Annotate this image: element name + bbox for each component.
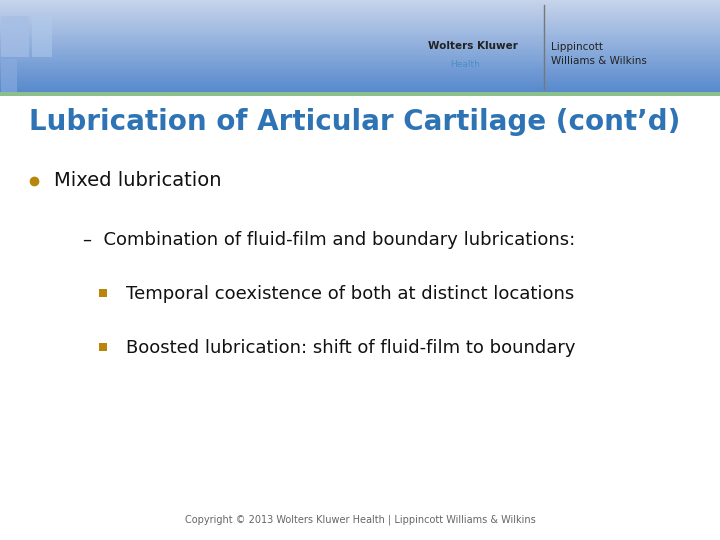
Bar [0, 84, 720, 86]
Bar [0, 74, 720, 76]
Bar [0, 21, 720, 23]
Bar [0, 11, 720, 13]
Bar [0, 67, 720, 69]
Bar [99, 289, 107, 297]
Bar [0, 82, 720, 84]
Bar [0, 24, 720, 26]
Bar [0, 77, 720, 79]
Bar [1, 59, 17, 93]
Bar [0, 56, 720, 58]
Bar [32, 16, 52, 57]
Bar [0, 62, 720, 64]
Bar [0, 47, 720, 49]
Bar [0, 58, 720, 60]
Bar [0, 44, 720, 46]
Bar [0, 5, 720, 7]
Bar [0, 41, 720, 43]
Bar [0, 87, 720, 89]
Bar [0, 35, 720, 37]
Bar [0, 55, 720, 57]
Bar [0, 92, 720, 96]
Bar [0, 37, 720, 39]
Bar [0, 25, 720, 27]
Bar [0, 16, 720, 18]
Bar [0, 30, 720, 32]
Bar [0, 81, 720, 83]
Bar [0, 36, 720, 38]
Bar [0, 64, 720, 66]
Text: Copyright © 2013 Wolters Kluwer Health | Lippincott Williams & Wilkins: Copyright © 2013 Wolters Kluwer Health |… [184, 514, 536, 525]
Text: Mixed lubrication: Mixed lubrication [54, 171, 222, 191]
Bar [0, 50, 720, 52]
Text: Lippincott
Williams & Wilkins: Lippincott Williams & Wilkins [551, 42, 647, 66]
Text: Lubrication of Articular Cartilage (cont’d): Lubrication of Articular Cartilage (cont… [29, 107, 680, 136]
Bar [0, 10, 720, 12]
Bar [0, 28, 720, 30]
Bar [0, 63, 720, 65]
Bar [0, 48, 720, 50]
Bar [0, 92, 720, 93]
Bar [0, 31, 720, 33]
Bar [0, 57, 720, 59]
Bar [99, 343, 107, 352]
Bar [0, 8, 720, 9]
Bar [0, 88, 720, 90]
Bar [0, 90, 720, 92]
Bar [0, 6, 720, 8]
Bar [0, 0, 720, 1]
Bar [0, 18, 720, 20]
Bar [0, 33, 720, 36]
Bar [0, 73, 720, 75]
Bar [0, 86, 720, 87]
Bar [0, 12, 720, 14]
Bar [0, 49, 720, 51]
Bar [0, 68, 720, 70]
Bar [0, 52, 720, 55]
Text: –  Combination of fluid-film and boundary lubrications:: – Combination of fluid-film and boundary… [83, 231, 575, 249]
Bar [0, 9, 720, 11]
Bar [0, 38, 720, 40]
Bar [0, 4, 720, 6]
Text: Health: Health [450, 60, 480, 69]
Bar [0, 80, 720, 82]
Bar [0, 76, 720, 78]
Bar [1, 16, 29, 57]
Bar [0, 65, 720, 68]
Bar [0, 17, 720, 19]
Bar [0, 79, 720, 80]
Bar [0, 43, 720, 45]
Bar [0, 26, 720, 28]
Bar [0, 69, 720, 71]
Bar [0, 22, 720, 24]
Text: Wolters Kluwer: Wolters Kluwer [428, 41, 518, 51]
Bar [0, 45, 720, 47]
Bar [0, 83, 720, 85]
Bar [0, 61, 720, 63]
Bar [0, 51, 720, 53]
Bar [0, 93, 720, 94]
Bar [0, 32, 720, 34]
Bar [0, 15, 720, 17]
Text: Boosted lubrication: shift of fluid-film to boundary: Boosted lubrication: shift of fluid-film… [126, 339, 575, 357]
Bar [0, 71, 720, 73]
Bar [0, 60, 720, 62]
Bar [0, 14, 720, 15]
Bar [0, 3, 720, 5]
Bar [0, 19, 720, 21]
Text: Temporal coexistence of both at distinct locations: Temporal coexistence of both at distinct… [126, 285, 575, 303]
Bar [0, 75, 720, 77]
Bar [0, 39, 720, 42]
Bar [0, 70, 720, 72]
Bar [0, 1, 720, 2]
Bar [0, 2, 720, 4]
Bar [0, 42, 720, 44]
Bar [0, 23, 720, 25]
Bar [0, 89, 720, 91]
Bar [0, 54, 720, 56]
Bar [0, 29, 720, 31]
